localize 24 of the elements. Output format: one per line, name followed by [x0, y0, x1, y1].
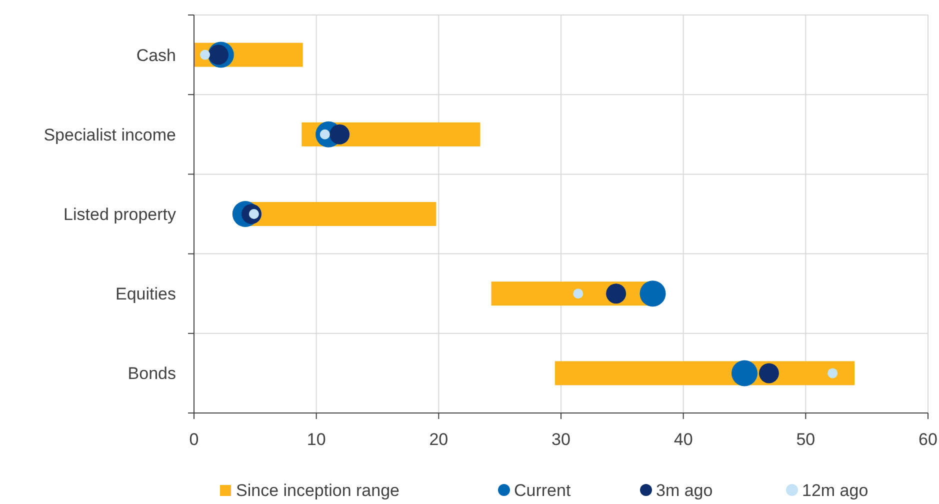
point [606, 284, 626, 304]
x-tick-label: 30 [552, 430, 570, 449]
x-tick-label: 40 [674, 430, 693, 449]
point [758, 363, 779, 384]
point [828, 368, 838, 378]
point [200, 50, 210, 60]
x-tick-label: 10 [306, 430, 326, 449]
y-tick-label: Cash [136, 46, 176, 65]
x-tick-label: 50 [796, 430, 816, 449]
x-tick-label: 0 [189, 430, 199, 449]
y-tick-label: Bonds [128, 364, 176, 384]
y-tick-label: Specialist income [44, 125, 176, 144]
point [573, 288, 584, 299]
legend-label: 12m ago [802, 481, 868, 500]
y-tick-label: Listed property [64, 205, 176, 224]
y-tick-label: Equities [116, 284, 176, 304]
legend-label: 3m ago [656, 481, 713, 500]
legend-label: Since inception range [236, 481, 400, 500]
x-tick-label: 60 [918, 430, 938, 449]
point [330, 124, 350, 144]
point [732, 360, 758, 386]
legend-label: Current [514, 481, 571, 500]
point [640, 280, 666, 307]
x-tick-label: 20 [429, 430, 448, 449]
